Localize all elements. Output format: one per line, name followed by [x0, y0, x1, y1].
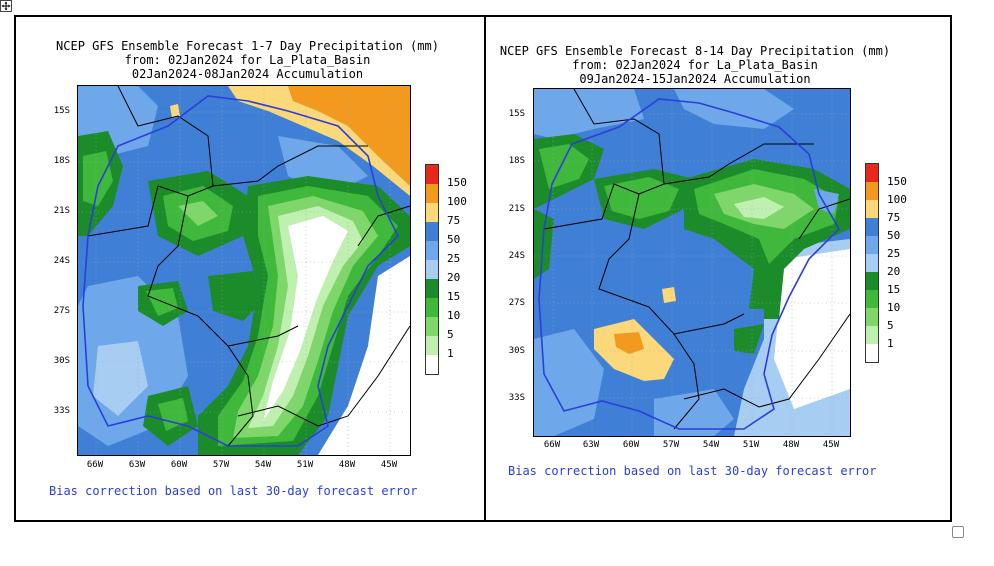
right-legend-label: 10: [887, 301, 901, 314]
right-lon-label: 66W: [543, 440, 561, 450]
legend-color-swatch: [425, 165, 439, 184]
right-lon-label: 60W: [622, 440, 640, 450]
left-lon-label: 51W: [296, 460, 314, 470]
right-lat-label: 21S: [508, 204, 525, 214]
right-legend-label: 100: [887, 193, 907, 206]
left-legend-label: 10: [447, 309, 461, 322]
left-legend-label: 150: [447, 176, 467, 189]
right-lon-label: 54W: [702, 440, 720, 450]
right-title-line2: from: 02Jan2024 for La_Plata_Basin: [572, 58, 818, 72]
right-legend: 150 100 75 50 25 20 15 10 5 1: [865, 163, 915, 363]
left-lon-label: 63W: [128, 460, 146, 470]
legend-color-swatch: [865, 236, 879, 254]
right-precip-map: [533, 88, 851, 437]
left-legend-label: 50: [447, 233, 461, 246]
right-lon-label: 57W: [662, 440, 680, 450]
left-lat-label: 15S: [53, 106, 70, 116]
legend-color-swatch: [865, 200, 879, 218]
right-lat-label: 27S: [508, 298, 525, 308]
left-lat-label: 21S: [53, 206, 70, 216]
right-lat-label: 33S: [508, 393, 525, 403]
legend-color-swatch: [425, 336, 439, 355]
panel-divider: [484, 15, 486, 522]
figure-frame: [14, 15, 952, 522]
left-title-line1: NCEP GFS Ensemble Forecast 1-7 Day Preci…: [56, 39, 439, 53]
left-bias-note: Bias correction based on last 30-day for…: [49, 484, 418, 498]
legend-color-swatch: [865, 326, 879, 344]
left-lon-label: 48W: [338, 460, 356, 470]
right-legend-label: 50: [887, 229, 901, 242]
legend-color-swatch: [425, 260, 439, 279]
right-lat-label: 18S: [508, 156, 525, 166]
legend-color-swatch: [865, 308, 879, 326]
left-legend-label: 25: [447, 252, 461, 265]
left-lat-label: 24S: [53, 256, 70, 266]
left-legend-label: 15: [447, 290, 461, 303]
legend-color-swatch: [425, 184, 439, 203]
right-title-line1: NCEP GFS Ensemble Forecast 8-14 Day Prec…: [499, 44, 891, 58]
left-legend-label: 20: [447, 271, 461, 284]
move-icon[interactable]: [0, 0, 12, 12]
right-legend-label: 5: [887, 319, 894, 332]
legend-color-swatch: [865, 164, 879, 182]
left-lat-label: 33S: [53, 406, 70, 416]
left-lon-label: 57W: [212, 460, 230, 470]
left-legend-label: 100: [447, 195, 467, 208]
legend-color-swatch: [425, 203, 439, 222]
right-legend-label: 20: [887, 265, 901, 278]
legend-color-swatch: [865, 344, 879, 362]
left-lat-label: 30S: [53, 356, 70, 366]
right-lat-label: 24S: [508, 251, 525, 261]
legend-color-swatch: [865, 182, 879, 200]
right-lon-label: 45W: [822, 440, 840, 450]
resize-handle-icon[interactable]: [952, 526, 964, 538]
left-lat-label: 18S: [53, 156, 70, 166]
right-legend-label: 150: [887, 175, 907, 188]
legend-color-swatch: [865, 290, 879, 308]
right-lat-label: 30S: [508, 346, 525, 356]
left-title-line2: from: 02Jan2024 for La_Plata_Basin: [124, 53, 371, 67]
right-lon-label: 63W: [582, 440, 600, 450]
legend-color-swatch: [425, 241, 439, 260]
right-legend-label: 15: [887, 283, 901, 296]
left-lon-label: 60W: [170, 460, 188, 470]
right-legend-label: 1: [887, 337, 894, 350]
left-precip-map: [77, 85, 411, 456]
legend-color-swatch: [865, 218, 879, 236]
right-legend-label: 75: [887, 211, 901, 224]
left-lon-label: 66W: [86, 460, 104, 470]
left-title-line3: 02Jan2024-08Jan2024 Accumulation: [131, 67, 364, 81]
right-title-line3: 09Jan2024-15Jan2024 Accumulation: [579, 72, 811, 86]
legend-color-swatch: [425, 222, 439, 241]
legend-color-swatch: [425, 279, 439, 298]
left-legend: 150 100 75 50 25 20 15 10 5 1: [425, 164, 475, 376]
legend-color-swatch: [865, 272, 879, 290]
left-lon-label: 54W: [254, 460, 272, 470]
legend-color-swatch: [425, 355, 439, 374]
left-legend-label: 75: [447, 214, 461, 227]
right-lon-label: 51W: [742, 440, 760, 450]
right-bias-note: Bias correction based on last 30-day for…: [508, 464, 877, 478]
right-lat-label: 15S: [508, 109, 525, 119]
legend-color-swatch: [865, 254, 879, 272]
left-lon-label: 45W: [380, 460, 398, 470]
left-legend-label: 1: [447, 347, 454, 360]
left-lat-label: 27S: [53, 306, 70, 316]
right-legend-label: 25: [887, 247, 901, 260]
left-legend-label: 5: [447, 328, 454, 341]
legend-color-swatch: [425, 317, 439, 336]
legend-color-swatch: [425, 298, 439, 317]
right-lon-label: 48W: [782, 440, 800, 450]
